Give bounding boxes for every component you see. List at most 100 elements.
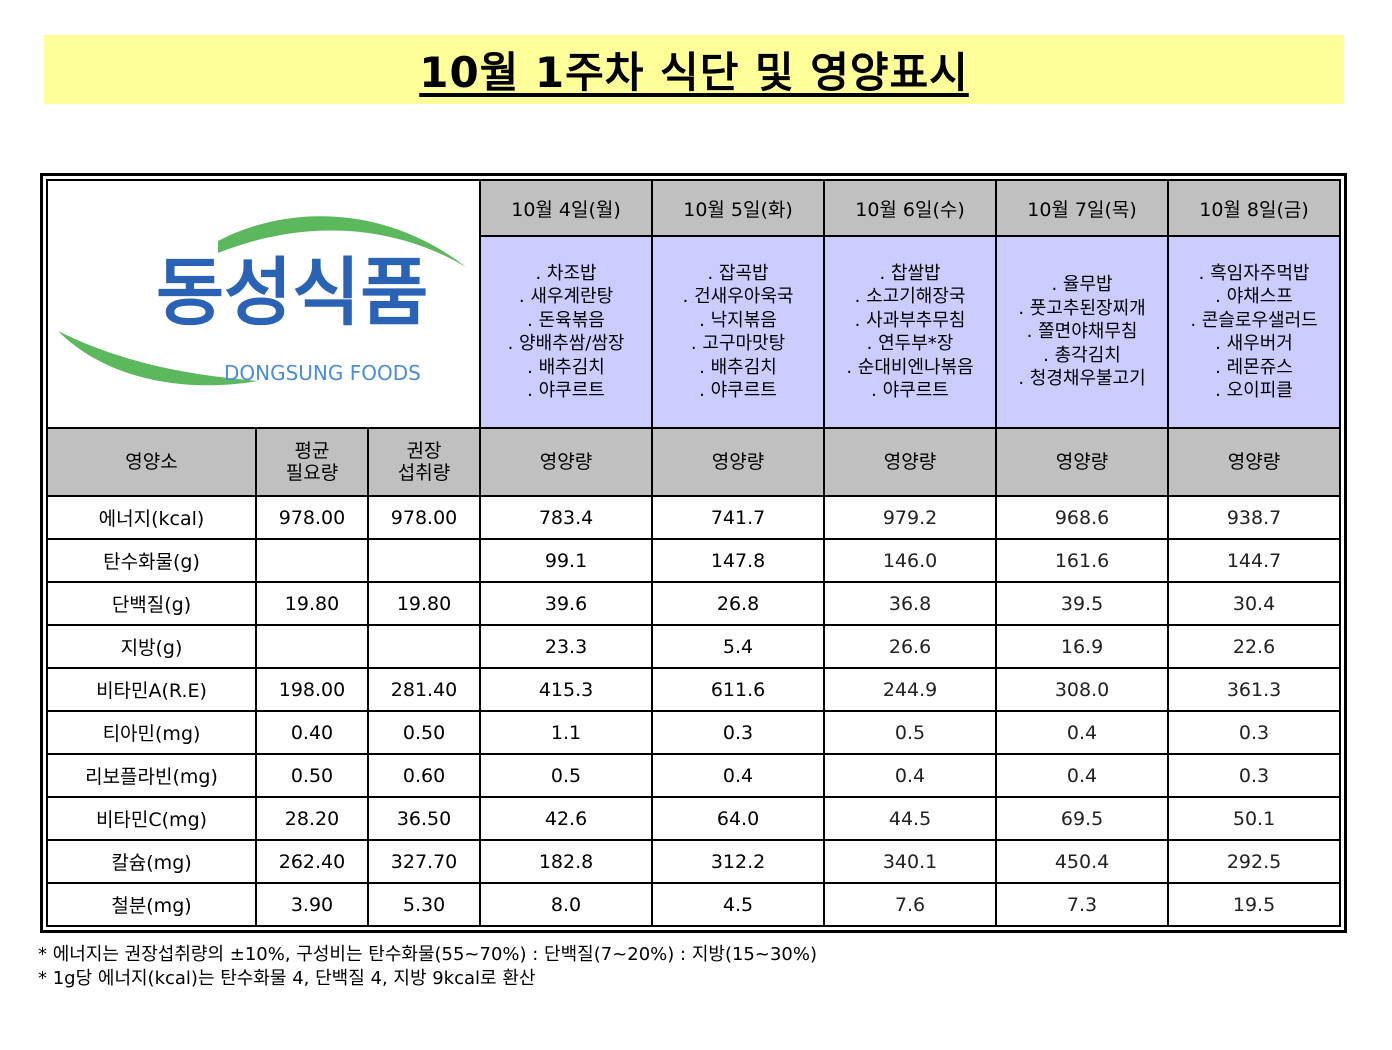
header-nutrient: 영양소 (46, 427, 257, 497)
average-requirement-value (255, 624, 369, 669)
logo-korean-text: 동성식품 (156, 250, 429, 336)
nutrient-amount-day-3: 7.6 (823, 882, 998, 927)
menu-item: 잡곡밥 (653, 262, 823, 286)
menu-item: 건새우아욱국 (653, 285, 823, 309)
nutrient-amount-day-1: 0.5 (479, 753, 654, 798)
date-row: 동성식품 DONGSUNG FOODS 10월 4일(월) 10월 5일(화) 10… (45, 179, 1342, 429)
header-recommended-intake: 권장 섭취량 (366, 427, 482, 497)
menu-item: 쫄면야채무침 (997, 320, 1167, 344)
recommended-intake-value (366, 538, 482, 583)
nutrient-row: 에너지(kcal) 978.00 978.00 783.4 741.7 979.2 968.… (46, 495, 1342, 540)
menu-item: 연두부*장 (825, 332, 995, 356)
footnotes: * 에너지는 권장섭취량의 ±10%, 구성비는 탄수화물(55~70%) : … (38, 943, 817, 991)
menu-item: 찹쌀밥 (825, 262, 995, 286)
nutrient-amount-day-3: 0.5 (823, 710, 998, 755)
footnote-1: * 에너지는 권장섭취량의 ±10%, 구성비는 탄수화물(55~70%) : … (38, 944, 817, 965)
nutrient-amount-day-2: 147.8 (651, 538, 826, 583)
menu-item: 배추김치 (481, 356, 651, 380)
header-amount-day-1: 영양량 (479, 427, 654, 497)
nutrient-name: 티아민(mg) (46, 710, 257, 755)
menu-item: 돈육볶음 (481, 309, 651, 333)
nutrient-row: 비타민A(R.E) 198.00 281.40 415.3 611.6 244.9 308.… (46, 667, 1342, 712)
nutrient-amount-day-3: 44.5 (823, 796, 998, 841)
recommended-intake-value: 978.00 (366, 495, 482, 540)
menu-item: 야쿠르트 (653, 379, 823, 403)
menu-item: 콘슬로우샐러드 (1169, 309, 1339, 333)
menu-item: 야채스프 (1169, 285, 1339, 309)
header-average-requirement: 평균 필요량 (255, 427, 369, 497)
footnote-2: * 1g당 에너지(kcal)는 탄수화물 4, 단백질 4, 지방 9kcal… (38, 968, 536, 989)
menu-item: 오이피클 (1169, 379, 1339, 403)
recommended-intake-value: 36.50 (366, 796, 482, 841)
nutrient-name: 비타민A(R.E) (46, 667, 257, 712)
page-title: 10월 1주차 식단 및 영양표시 (419, 48, 969, 97)
date-header-day-2: 10월 5일(화) (651, 179, 826, 237)
nutrient-amount-day-2: 26.8 (651, 581, 826, 626)
nutrient-amount-day-1: 783.4 (479, 495, 654, 540)
nutrient-row: 지방(g) 23.3 5.4 26.6 16.9 22.6 (46, 624, 1342, 669)
recommended-intake-value (366, 624, 482, 669)
average-requirement-value: 262.40 (255, 839, 369, 884)
nutrient-row: 철분(mg) 3.90 5.30 8.0 4.5 7.6 7.3 19.5 (46, 882, 1342, 927)
nutrient-name: 단백질(g) (46, 581, 257, 626)
menu-list-day-5: 흑임자주먹밥야채스프콘슬로우샐러드새우버거레몬쥬스오이피클 (1167, 235, 1342, 429)
nutrient-amount-day-4: 161.6 (995, 538, 1170, 583)
nutrient-amount-day-4: 968.6 (995, 495, 1170, 540)
nutrient-amount-day-2: 0.4 (651, 753, 826, 798)
date-header-day-5: 10월 8일(금) (1167, 179, 1342, 237)
nutrient-amount-day-3: 244.9 (823, 667, 998, 712)
logo-swoosh-icon (58, 216, 466, 386)
menu-item: 총각김치 (997, 344, 1167, 368)
nutrient-amount-day-5: 144.7 (1167, 538, 1342, 583)
nutrition-header-row: 영양소 평균 필요량 권장 섭취량 영양량 영양량 영양량 영양량 영양량 (46, 427, 1342, 497)
nutrient-amount-day-3: 340.1 (823, 839, 998, 884)
nutrient-amount-day-4: 308.0 (995, 667, 1170, 712)
nutrient-amount-day-5: 938.7 (1167, 495, 1342, 540)
nutrient-amount-day-4: 0.4 (995, 753, 1170, 798)
menu-list-day-1: 차조밥새우계란탕돈육볶음양배추쌈/쌈장배추김치야쿠르트 (479, 235, 654, 429)
nutrient-name: 철분(mg) (46, 882, 257, 927)
menu-row: 차조밥새우계란탕돈육볶음양배추쌈/쌈장배추김치야쿠르트잡곡밥건새우아욱국낙지볶음… (47, 235, 1342, 429)
average-requirement-value: 0.40 (255, 710, 369, 755)
menu-item: 양배추쌈/쌈장 (481, 332, 651, 356)
menu-item: 청경채우불고기 (997, 367, 1167, 391)
nutrient-amount-day-5: 50.1 (1167, 796, 1342, 841)
recommended-intake-value: 0.50 (366, 710, 482, 755)
nutrient-amount-day-5: 0.3 (1167, 753, 1342, 798)
logo-english-text: DONGSUNG FOODS (224, 361, 421, 385)
header-amount-day-3: 영양량 (823, 427, 998, 497)
nutrient-row: 리보플라빈(mg) 0.50 0.60 0.5 0.4 0.4 0.4 0.3 (46, 753, 1342, 798)
recommended-intake-value: 19.80 (366, 581, 482, 626)
recommended-intake-value: 5.30 (366, 882, 482, 927)
nutrient-amount-day-1: 39.6 (479, 581, 654, 626)
nutrient-amount-day-2: 611.6 (651, 667, 826, 712)
nutrient-name: 탄수화물(g) (46, 538, 257, 583)
nutrient-amount-day-4: 69.5 (995, 796, 1170, 841)
nutrient-amount-day-2: 741.7 (651, 495, 826, 540)
menu-item: 사과부추무침 (825, 309, 995, 333)
nutrient-amount-day-2: 312.2 (651, 839, 826, 884)
recommended-intake-value: 0.60 (366, 753, 482, 798)
nutrient-row: 단백질(g) 19.80 19.80 39.6 26.8 36.8 39.5 30.4 (46, 581, 1342, 626)
menu-item: 차조밥 (481, 262, 651, 286)
menu-item: 새우버거 (1169, 332, 1339, 356)
nutrient-amount-day-3: 26.6 (823, 624, 998, 669)
header-average-line1: 평균 (294, 440, 330, 462)
menu-item: 새우계란탕 (481, 285, 651, 309)
nutrient-amount-day-1: 1.1 (479, 710, 654, 755)
nutrient-amount-day-1: 182.8 (479, 839, 654, 884)
nutrient-amount-day-4: 16.9 (995, 624, 1170, 669)
nutrient-name: 비타민C(mg) (46, 796, 257, 841)
nutrient-amount-day-2: 4.5 (651, 882, 826, 927)
average-requirement-value: 0.50 (255, 753, 369, 798)
menu-item: 고구마맛탕 (653, 332, 823, 356)
menu-item: 배추김치 (653, 356, 823, 380)
nutrient-name: 칼슘(mg) (46, 839, 257, 884)
menu-item: 율무밥 (997, 273, 1167, 297)
title-banner: 10월 1주차 식단 및 영양표시 (44, 35, 1344, 104)
menu-item: 순대비엔나볶음 (825, 356, 995, 380)
nutrient-amount-day-4: 7.3 (995, 882, 1170, 927)
nutrient-amount-day-5: 292.5 (1167, 839, 1342, 884)
nutrient-amount-day-5: 22.6 (1167, 624, 1342, 669)
nutrient-amount-day-4: 39.5 (995, 581, 1170, 626)
